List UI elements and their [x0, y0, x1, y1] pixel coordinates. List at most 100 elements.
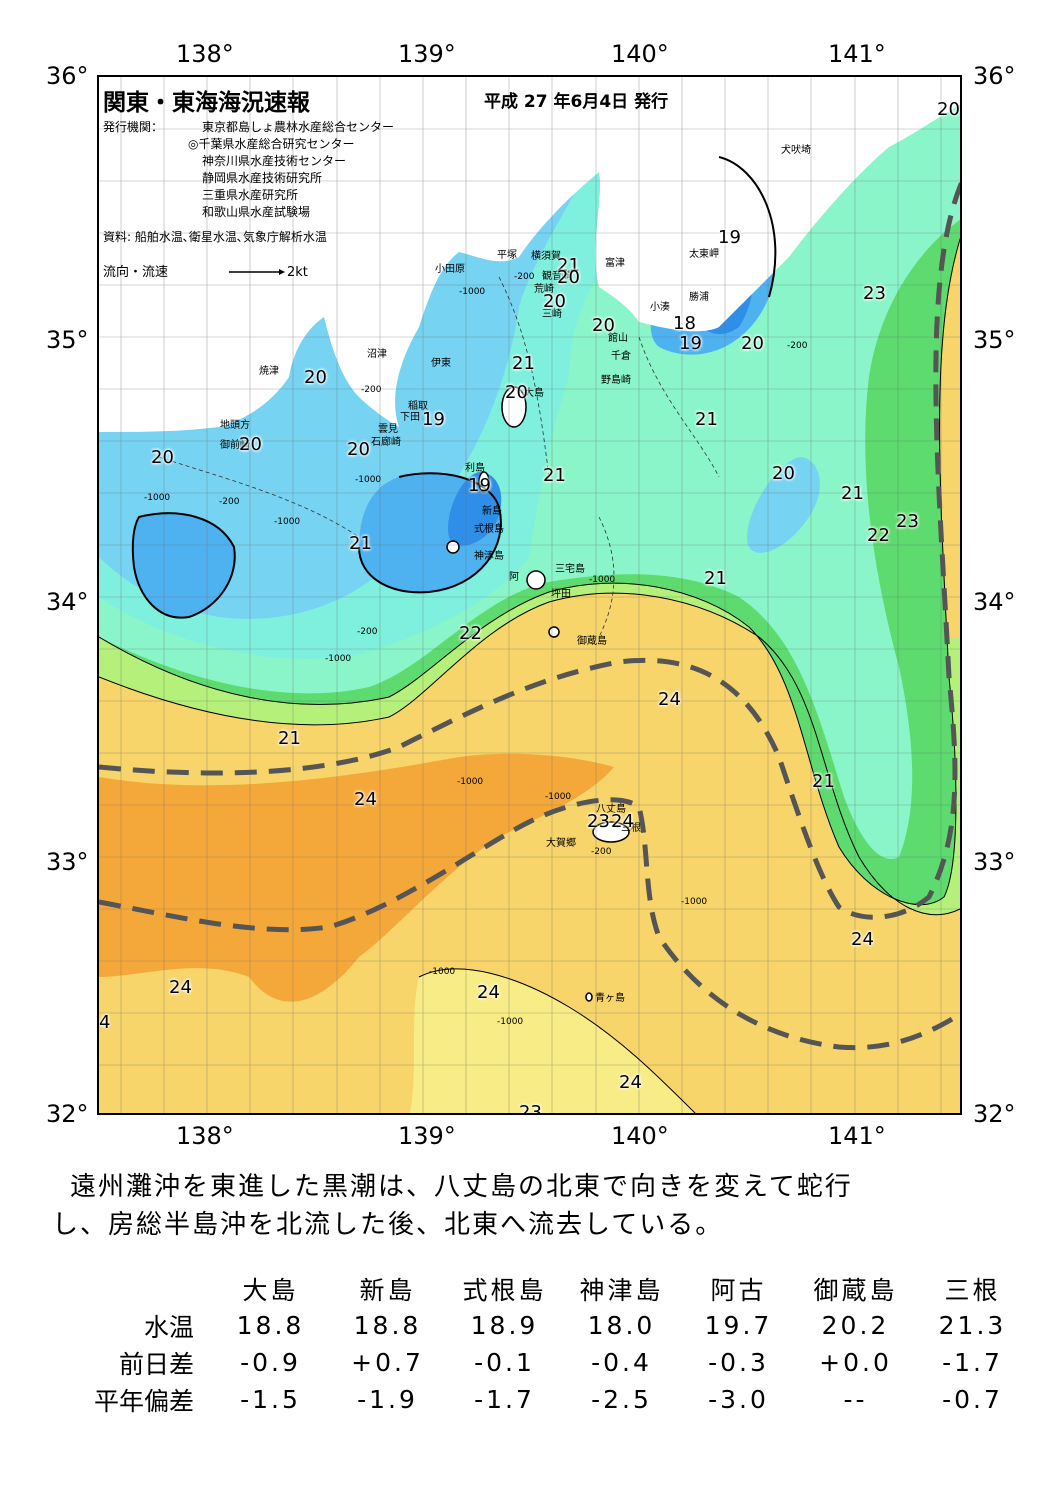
- summary-line-1: 遠州灘沖を東進した黒潮は、八丈島の北東で向きを変えて蛇行: [70, 1172, 853, 1202]
- table-row: 前日差 -0.9 +0.7 -0.1 -0.4 -0.3 +0.0 -1.7: [52, 1344, 1031, 1381]
- issuer-mie: 三重県水産研究所: [202, 188, 299, 202]
- lon-label-138-bottom: 138°: [176, 1122, 234, 1150]
- summary-text: 遠州灘沖を東進した黒潮は、八丈島の北東で向きを変えて蛇行 し、房総半島沖を北流し…: [52, 1168, 1012, 1244]
- depth-label: -1000: [681, 897, 708, 907]
- col-ako: 阿古: [710, 1275, 767, 1305]
- summary-line-2: し、房総半島沖を北流した後、北東へ流去している。: [52, 1210, 724, 1240]
- kuroshio-axis-north: [99, 180, 960, 920]
- table-cell: -0.3: [708, 1348, 769, 1377]
- island-mikurajima: [548, 626, 560, 638]
- row-label-anomaly: 平年偏差: [93, 1386, 194, 1416]
- place-nojimazaki: 野島崎: [601, 375, 631, 386]
- isotherm-label: 20: [543, 291, 566, 312]
- issuer-kanagawa: 神奈川県水産技術センター: [202, 154, 347, 168]
- place-odawara: 小田原: [435, 264, 465, 275]
- isotherm-bold: [131, 156, 777, 619]
- lat-label-32-right: 32°: [973, 1100, 1016, 1128]
- place-araizaki: 荒崎: [534, 284, 554, 295]
- table-cell: +0.0: [819, 1348, 892, 1377]
- cold-eddy-east: [747, 457, 820, 553]
- place-yaizu: 焼津: [259, 366, 279, 377]
- place-kozushima: 神津島: [474, 551, 504, 562]
- isotherm-label: 20: [239, 434, 262, 455]
- place-tateyama: 館山: [608, 333, 628, 344]
- depth-label: -200: [787, 341, 808, 351]
- col-mikurajima: 御蔵島: [813, 1275, 898, 1305]
- issuer-label: 発行機関：: [103, 120, 164, 134]
- place-futtsu: 富津: [605, 258, 625, 269]
- depth-label: -200: [514, 272, 535, 282]
- observation-table: 大島 新島 式根島 神津島 阿古 御蔵島 三根 水温 18.8 18.8 18.…: [52, 1270, 1031, 1418]
- isotherm-label: 24: [611, 811, 634, 832]
- isotherm-label: 23: [863, 283, 886, 304]
- place-hiratsuka: 平塚: [497, 250, 517, 261]
- table-cell: +0.7: [351, 1348, 424, 1377]
- col-kozushima: 神津島: [579, 1275, 664, 1305]
- issuer-wakayama: 和歌山県水産試験場: [202, 205, 311, 219]
- isotherm-label: 21: [278, 728, 301, 749]
- table-cell: 18.0: [587, 1311, 656, 1340]
- table-cell: -0.9: [240, 1348, 301, 1377]
- lat-label-35-left: 35°: [46, 326, 89, 354]
- issuer-shizuoka: 静岡県水産技術研究所: [202, 171, 323, 185]
- yellow-patch: [409, 969, 695, 1113]
- issue-date: 平成 27 年6月4日 発行: [484, 92, 669, 112]
- place-irozaki: 石廊崎: [371, 437, 401, 448]
- table-header-row: 大島 新島 式根島 神津島 阿古 御蔵島 三根: [52, 1270, 1031, 1307]
- lat-label-33-right: 33°: [973, 848, 1016, 876]
- isotherm-label: 20: [772, 463, 795, 484]
- place-okago: 大賀郷: [546, 838, 576, 849]
- isotherm-label: 4: [99, 1012, 111, 1033]
- table-cell: -1.9: [357, 1385, 418, 1414]
- depth-label: -1000: [459, 287, 486, 297]
- table-cell: -0.4: [591, 1348, 652, 1377]
- place-numazu: 沼津: [367, 349, 387, 360]
- sea-temperature-map: 関東・東海海況速報 平成 27 年6月4日 発行 発行機関： 東京都島しょ農林水…: [97, 75, 962, 1115]
- island-niijima: [478, 471, 490, 493]
- row-label-daily-diff: 前日差: [118, 1349, 194, 1379]
- place-toshima: 利島: [465, 463, 485, 474]
- isotherm-label: 24: [658, 689, 681, 710]
- place-misaki: 三崎: [542, 309, 562, 320]
- isotherm-label: 21: [557, 255, 580, 276]
- island-oshima: [501, 386, 527, 428]
- island-hachijojima: [592, 821, 630, 843]
- depth-label: -1000: [355, 475, 382, 485]
- issuer-tokyo: 東京都島しょ農林水産総合センター: [202, 120, 395, 134]
- isotherm-label: 21: [543, 465, 566, 486]
- place-shikinejima: 式根島: [474, 524, 504, 535]
- island-miyakejima: [526, 570, 546, 590]
- current-scale-arrowhead: [279, 269, 285, 275]
- table-cell: -1.7: [474, 1385, 535, 1414]
- place-yokosuka: 横須賀: [531, 251, 561, 262]
- place-oshima: 大島: [524, 388, 544, 399]
- island-kozushima: [446, 540, 460, 554]
- depth-label: -1000: [497, 1017, 524, 1027]
- table-cell: -1.5: [240, 1385, 301, 1414]
- table-cell: -0.7: [942, 1385, 1003, 1414]
- isotherm-label: 24: [619, 1072, 642, 1093]
- warm-core-orange: [99, 753, 614, 1002]
- isotherm-label: 22: [459, 623, 482, 644]
- place-mera: 雲見: [378, 424, 398, 435]
- place-aogashima: 青ヶ島: [595, 993, 625, 1004]
- place-chikura: 千倉: [611, 351, 631, 362]
- place-ako: 阿: [509, 572, 519, 583]
- place-hachijojima: 八丈島: [596, 804, 626, 815]
- lat-lon-grid: [99, 77, 960, 1113]
- data-sources: 資料: 船舶水温､衛星水温､気象庁解析水温: [103, 230, 327, 244]
- map-title: 関東・東海海況速報: [103, 90, 310, 116]
- isotherm-label: 20: [151, 447, 174, 468]
- table-cell: -2.5: [591, 1385, 652, 1414]
- place-kominato: 小湊: [650, 302, 670, 313]
- depth-label: -200: [357, 627, 378, 637]
- depth-label: -200: [361, 385, 382, 395]
- table-row: 平年偏差 -1.5 -1.9 -1.7 -2.5 -3.0 -- -0.7: [52, 1381, 1031, 1418]
- place-mikurajima: 御蔵島: [577, 636, 607, 647]
- place-miyakejima: 三宅島: [555, 564, 585, 575]
- depth-label: -1000: [429, 967, 456, 977]
- place-katsuura: 勝浦: [689, 292, 709, 303]
- lon-label-140-top: 140°: [611, 40, 669, 68]
- issuer-chiba: ◎千葉県水産総合研究センター: [188, 137, 355, 151]
- isotherm-label: 23: [896, 511, 919, 532]
